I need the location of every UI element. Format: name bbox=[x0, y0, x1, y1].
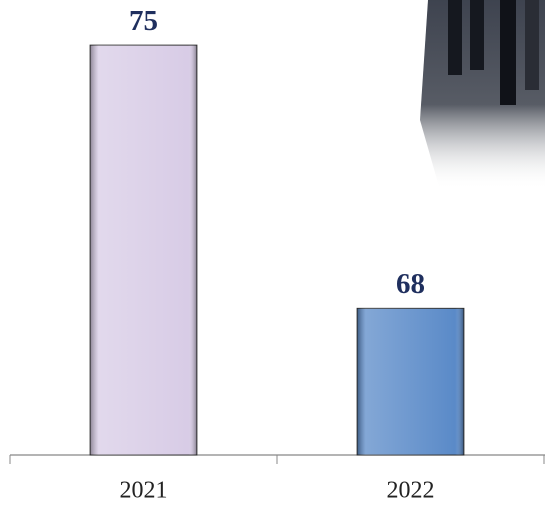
bar bbox=[356, 307, 465, 456]
x-tick-label: 2021 bbox=[120, 478, 168, 504]
x-tick-label: 2022 bbox=[387, 478, 435, 504]
decorative-photo bbox=[420, 0, 545, 190]
value-label: 75 bbox=[129, 5, 158, 37]
bar bbox=[89, 44, 198, 456]
value-label: 68 bbox=[396, 268, 425, 300]
